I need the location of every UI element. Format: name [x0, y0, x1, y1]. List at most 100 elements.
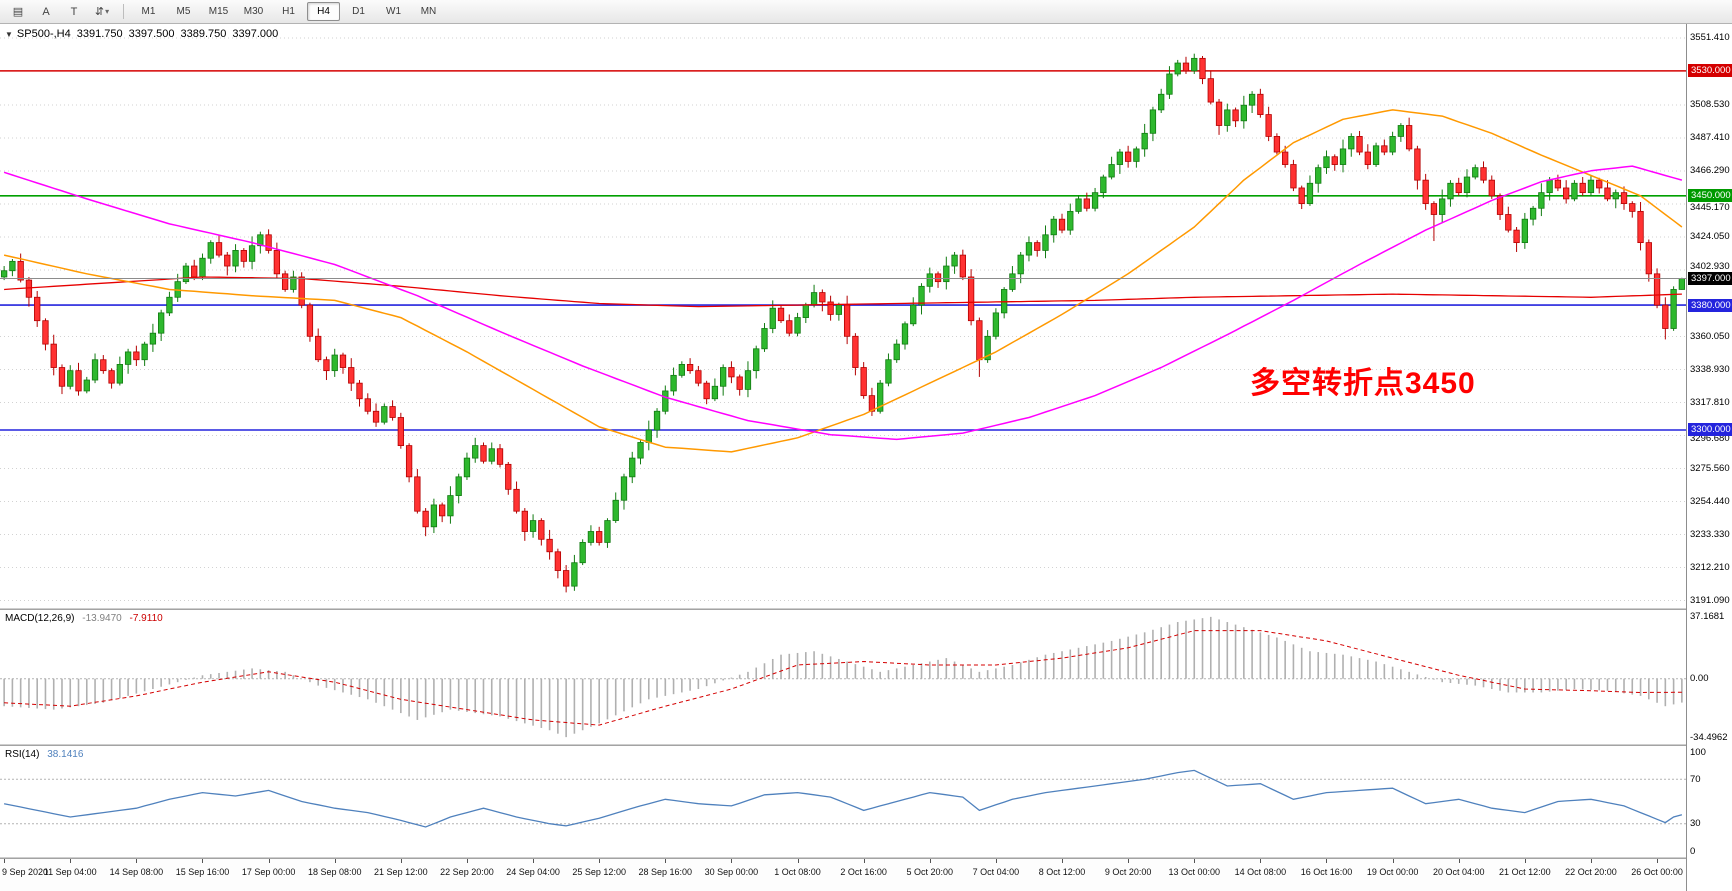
candle	[1141, 123, 1148, 157]
candle	[662, 385, 669, 415]
candle	[108, 368, 115, 389]
time-axis-label: 26 Oct 00:00	[1631, 867, 1683, 877]
time-axis-tick	[466, 859, 468, 863]
candle	[686, 358, 694, 374]
chart-menu-icon[interactable]: ▼	[5, 29, 13, 39]
timeframe-button-w1[interactable]: W1	[386, 6, 401, 17]
candle	[133, 345, 140, 366]
candle	[1174, 59, 1181, 77]
price-axis-label: 3424.050	[1690, 230, 1730, 242]
candle	[1356, 130, 1363, 156]
candle	[91, 353, 99, 384]
candlestick-chart[interactable]	[0, 24, 1686, 608]
ma-slow-magenta	[3, 165, 1683, 441]
candle	[794, 312, 801, 337]
scale-tool[interactable]: ⇵ ▾	[88, 1, 116, 22]
pane-separator[interactable]	[0, 857, 1732, 859]
annotation-text[interactable]: 多空转折点3450	[1250, 367, 1476, 400]
candle	[711, 378, 719, 402]
text-tool[interactable]: T	[60, 1, 88, 22]
candle	[298, 272, 305, 309]
timeframe-button-m5[interactable]: M5	[176, 6, 191, 17]
candle	[786, 314, 793, 337]
candle	[538, 518, 545, 546]
time-axis-tick	[1260, 859, 1262, 863]
timeframe-button-m15[interactable]: M15	[208, 6, 229, 17]
time-axis-label: 22 Oct 20:00	[1565, 867, 1617, 877]
candle	[1290, 159, 1297, 192]
candle	[1034, 240, 1041, 257]
candle	[67, 365, 74, 390]
scale-tool-glyph: ⇵	[94, 6, 105, 18]
candle	[1670, 286, 1677, 331]
price-axis[interactable]: 3551.410 3508.530 3487.410 3466.290 3445.170…	[1686, 24, 1732, 891]
candle	[967, 269, 975, 326]
candle	[620, 473, 628, 510]
candle	[199, 253, 206, 281]
macd-pane[interactable]: MACD(12,26,9) -13.9470 -7.9110	[0, 610, 1686, 744]
rsi-chart[interactable]	[0, 746, 1686, 857]
time-axis-label: 9 Oct 20:00	[1104, 867, 1152, 877]
timeframe-button-mn[interactable]: MN	[420, 6, 437, 17]
candle	[992, 308, 1000, 340]
candle	[1257, 88, 1264, 118]
candle	[248, 236, 256, 270]
time-axis-tick	[1657, 859, 1659, 863]
candle	[810, 284, 818, 308]
candle	[1455, 177, 1462, 196]
candle	[1480, 161, 1487, 184]
candle	[1067, 203, 1074, 235]
candle	[1017, 251, 1024, 284]
macd-value: -13.9470	[82, 613, 122, 624]
rsi-pane[interactable]: RSI(14) 38.1416	[0, 746, 1686, 857]
candle	[1405, 117, 1413, 152]
rsi-header: RSI(14) 38.1416	[5, 749, 83, 760]
pane-separator[interactable]	[0, 608, 1732, 610]
candle	[447, 486, 454, 524]
timeframe-button-m30[interactable]: M30	[243, 6, 264, 17]
candle	[1422, 173, 1429, 210]
candle	[777, 305, 785, 324]
toolbar: ▤ A T ⇵ ▾ M1 M5 M15 M30 H1 H4 D1 W1 MN	[0, 0, 1732, 24]
time-axis-label: 8 Oct 12:00	[1038, 867, 1086, 877]
chart-grid-icon[interactable]: ▤	[4, 1, 32, 22]
time-axis[interactable]: 9 Sep 2020 11 Sep 04:00 14 Sep 08:00 15 Sep…	[0, 859, 1686, 891]
price-axis-label: 3212.210	[1690, 561, 1730, 573]
timeframe-button-h4[interactable]: H4	[307, 2, 340, 21]
candle	[505, 462, 512, 495]
macd-signal-line	[4, 630, 1682, 726]
rsi-axis-label: 70	[1690, 773, 1701, 785]
candle	[1372, 142, 1380, 167]
candle	[1538, 183, 1545, 217]
candle	[926, 267, 933, 293]
time-axis-tick	[731, 859, 733, 863]
candle	[455, 473, 462, 504]
candle	[1058, 213, 1066, 234]
timeframe-button-m1[interactable]: M1	[141, 6, 156, 17]
ohlc-high: 3397.500	[128, 28, 175, 40]
pane-separator[interactable]	[0, 744, 1732, 746]
candle	[1414, 145, 1421, 190]
timeframe-button-h1[interactable]: H1	[282, 6, 295, 17]
rsi-value: 38.1416	[47, 749, 84, 760]
candle	[463, 452, 471, 480]
price-axis-label: 3191.090	[1690, 594, 1730, 606]
annotation-tool-glyph: A	[42, 5, 50, 18]
candle	[372, 403, 380, 427]
main-chart-pane[interactable]: ▼ SP500-,H4 3391.750 3397.500 3389.750 3…	[0, 24, 1686, 608]
candle	[1463, 169, 1471, 198]
timeframe-button-d1[interactable]: D1	[352, 6, 365, 17]
candle	[1348, 133, 1355, 157]
candle	[893, 339, 900, 363]
time-axis-label: 5 Oct 20:00	[906, 867, 954, 877]
candle	[323, 356, 330, 381]
candle	[496, 444, 504, 468]
candle	[1563, 180, 1570, 204]
candle	[25, 276, 33, 307]
annotation-tool[interactable]: A	[32, 1, 60, 22]
macd-chart[interactable]	[0, 610, 1686, 744]
candle	[1215, 98, 1223, 135]
candle	[951, 251, 958, 274]
candle	[1397, 123, 1405, 142]
candle	[1587, 175, 1595, 196]
